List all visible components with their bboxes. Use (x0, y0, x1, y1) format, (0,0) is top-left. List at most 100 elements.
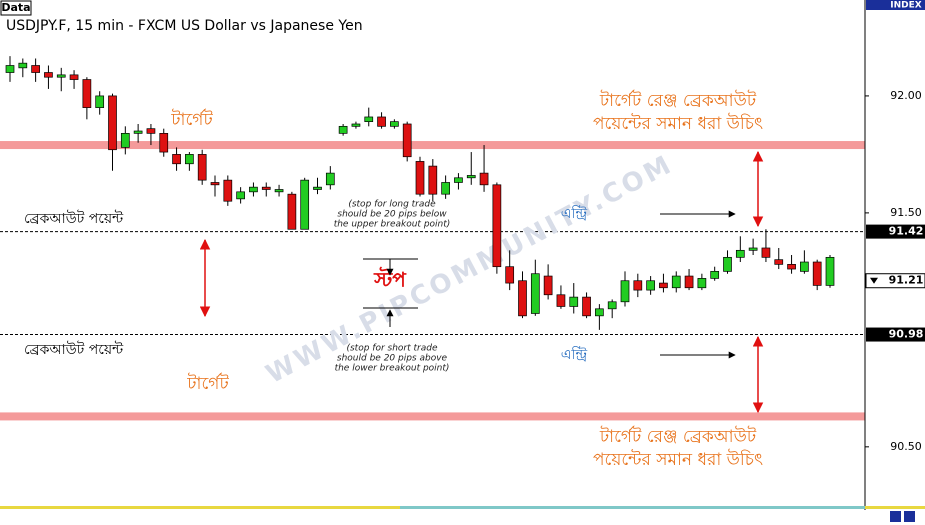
stop-note: should be 20 pips above (337, 354, 448, 364)
target-note: টার্গেট রেঞ্জ ব্রেকআউট (599, 426, 757, 447)
candle-body (5, 65, 15, 73)
candle-body (607, 301, 617, 310)
target-note: পয়েন্টের সমান ধরা উচিৎ (593, 449, 763, 470)
stop-note: should be 20 pips below (337, 210, 447, 220)
candle-body (479, 172, 489, 186)
candle-body (236, 191, 245, 200)
stop-note: the lower breakout point) (335, 364, 450, 374)
y-tick-label: 90.50 (890, 440, 922, 453)
candle-body (377, 116, 386, 127)
candle-body (18, 62, 28, 69)
index-tab-label[interactable]: INDEX (890, 1, 921, 11)
stop-note: the upper breakout point) (334, 220, 451, 230)
target-note: টার্গেট রেঞ্জ ব্রেকআউট (599, 90, 757, 111)
candle-body (364, 116, 374, 123)
candle-body (492, 184, 502, 268)
target-line (0, 412, 865, 421)
data-tab[interactable] (0, 0, 32, 16)
candle-body (325, 172, 335, 186)
candle-body (505, 266, 515, 284)
bottom-strip (400, 506, 865, 509)
chart-title: USDJPY.F, 15 min - FXCM US Dollar vs Jap… (6, 18, 363, 34)
candle-body (146, 128, 156, 134)
plot-area (0, 95, 869, 448)
entry-label: এন্ট্রি (561, 205, 588, 222)
candle-body (159, 132, 169, 153)
candle-body (723, 256, 732, 272)
candle-body (530, 273, 540, 314)
last-price-arrow (870, 277, 878, 284)
candle-body (595, 308, 604, 317)
last-price-marker (865, 273, 925, 289)
candle-body (390, 121, 399, 127)
candle-body (428, 165, 438, 195)
candle-body (69, 74, 79, 80)
target-line (0, 141, 865, 150)
target-label: টার্গেট (170, 109, 213, 130)
candle-body (120, 132, 130, 148)
candle-body (313, 186, 322, 190)
candle-body (466, 175, 476, 179)
candle-body (210, 182, 220, 186)
stop-note: (stop for short trade (346, 344, 437, 354)
candle-body (684, 275, 694, 289)
candle-body (415, 161, 425, 195)
candle-body (261, 186, 271, 190)
candle-body (441, 182, 450, 195)
candle-body (351, 123, 361, 127)
candle-body (338, 125, 348, 134)
candle-body (197, 154, 207, 181)
breakout-label: ব্রেকআউট পয়েন্ট (24, 341, 124, 358)
data-tab-label[interactable]: Data (1, 1, 30, 14)
candle-body (735, 249, 745, 258)
candle-body (82, 79, 92, 108)
candle-body (108, 95, 117, 151)
candle-body (710, 271, 720, 279)
candle-body (787, 264, 796, 270)
candles (5, 56, 835, 330)
candle-body (800, 261, 809, 272)
price-marker-label: 91.42 (889, 225, 924, 238)
candle-body (287, 193, 297, 230)
candle-body (748, 247, 758, 251)
candle-body (402, 123, 412, 158)
nav-button[interactable] (904, 511, 915, 522)
candle-body (633, 280, 643, 291)
candle-body (56, 74, 66, 78)
candle-body (31, 65, 40, 73)
candle-body (761, 247, 771, 258)
stop-note: (stop for long trade (348, 200, 436, 210)
candle-body (774, 259, 784, 265)
price-marker (866, 327, 925, 342)
candle-body (671, 275, 681, 289)
candle-body (95, 95, 105, 108)
candle-body (223, 179, 233, 202)
target-note: পয়েন্টের সমান ধরা উচিৎ (593, 113, 763, 134)
candle-body (518, 280, 527, 317)
candle-body (659, 282, 668, 289)
y-tick-label: 92.00 (890, 89, 922, 102)
price-marker (866, 224, 925, 239)
candle-body (812, 261, 822, 286)
candle-body (172, 154, 181, 165)
candle-body (697, 278, 707, 289)
breakout-label: ব্রেকআউট পয়েন্ট (24, 210, 124, 227)
candle-body (185, 154, 194, 165)
candle-body (569, 296, 579, 307)
price-marker-label: 90.98 (889, 328, 924, 341)
candle-body (44, 72, 53, 78)
candle-body (646, 280, 655, 291)
target-label: টার্গেট (186, 373, 229, 394)
nav-button[interactable] (890, 511, 901, 522)
candle-body (274, 189, 284, 193)
candle-body (249, 186, 258, 193)
candle-body (620, 280, 630, 303)
index-tab[interactable] (866, 0, 925, 10)
y-tick-label: 91.50 (890, 206, 922, 219)
candle-body (454, 177, 463, 183)
candle-body (543, 275, 553, 296)
candle-body (133, 130, 143, 134)
candle-body (582, 296, 591, 317)
